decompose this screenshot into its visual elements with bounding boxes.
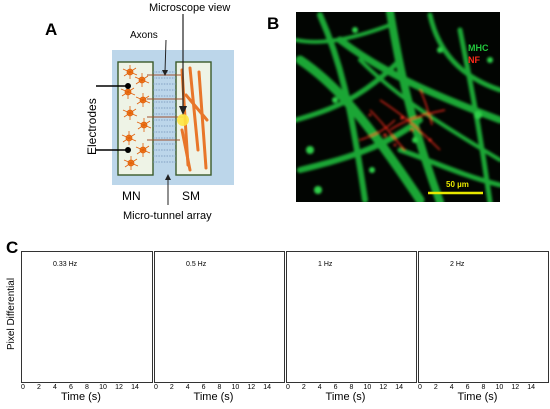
x-tick-label: 4	[317, 384, 322, 391]
frequency-label: 0.33 Hz	[53, 261, 78, 268]
x-tick-label: 12	[511, 384, 520, 391]
legend-nf: NF	[468, 55, 480, 65]
x-tick-label: 4	[53, 384, 57, 391]
frequency-label: 2 Hz	[450, 261, 465, 268]
x-tick-label: 8	[481, 384, 486, 391]
green-nuclei	[306, 27, 493, 194]
panel-a-letter: A	[45, 20, 58, 39]
x-tick-label: 8	[349, 384, 354, 391]
x-tick-label: 6	[201, 384, 206, 391]
legend-mhc: MHC	[468, 43, 489, 53]
x-tick-label: 12	[247, 384, 256, 391]
x-tick-label: 14	[131, 384, 139, 391]
x-tick-label: 10	[363, 384, 372, 391]
x-tick-label: 2	[301, 384, 306, 391]
x-tick-label: 4	[185, 384, 190, 391]
x-tick-label: 0	[21, 384, 25, 391]
x-tick-label: 10	[231, 384, 240, 391]
x-tick-label: 2	[37, 384, 41, 391]
x-tick-label: 14	[527, 384, 536, 391]
x-tick-label: 0	[154, 384, 158, 391]
x-tick-label: 8	[217, 384, 222, 391]
x-axis-title: Time (s)	[325, 391, 366, 403]
x-tick-label: 6	[69, 384, 73, 391]
trace-panel-3	[286, 251, 417, 383]
trace-panel-2	[154, 251, 285, 383]
x-tick-label: 0	[418, 384, 422, 391]
x-tick-label: 14	[263, 384, 272, 391]
x-tick-label: 0	[286, 384, 290, 391]
myotubes	[296, 12, 500, 202]
trace-panel-4	[418, 251, 549, 383]
x-tick-label: 2	[169, 384, 174, 391]
x-tick-label: 4	[449, 384, 454, 391]
axons-label: Axons	[130, 30, 158, 41]
mn-compartment	[117, 61, 154, 176]
x-tick-label: 12	[379, 384, 388, 391]
x-tick-label: 12	[115, 384, 123, 391]
x-tick-label: 14	[395, 384, 404, 391]
x-tick-label: 6	[465, 384, 470, 391]
motor-neurons	[120, 65, 152, 170]
sm-label: SM	[182, 189, 200, 203]
panel-c-letter: C	[6, 238, 19, 257]
axons	[147, 74, 183, 141]
mn-label: MN	[122, 189, 141, 203]
x-tick-label: 10	[495, 384, 504, 391]
frequency-label: 0.5 Hz	[186, 261, 207, 268]
red-puncta	[368, 113, 432, 147]
microscope-spot	[177, 114, 189, 126]
panel-b-letter: B	[267, 14, 280, 33]
x-tick-label: 2	[433, 384, 438, 391]
axons-pointer	[164, 39, 167, 73]
x-axis-title: Time (s)	[61, 391, 101, 403]
microscope-view-label: Microscope view	[149, 2, 231, 14]
x-tick-label: 6	[333, 384, 338, 391]
x-tick-label: 8	[85, 384, 89, 391]
frequency-label: 1 Hz	[318, 261, 333, 268]
scale-bar-label: 50 µm	[446, 180, 469, 189]
micro-tunnel-label: Micro-tunnel array	[123, 210, 212, 222]
trace-panel-1	[21, 251, 153, 383]
x-axis-title: Time (s)	[193, 391, 234, 403]
x-tick-label: 10	[99, 384, 107, 391]
x-axis-title: Time (s)	[457, 391, 498, 403]
neurofilaments	[359, 89, 446, 151]
